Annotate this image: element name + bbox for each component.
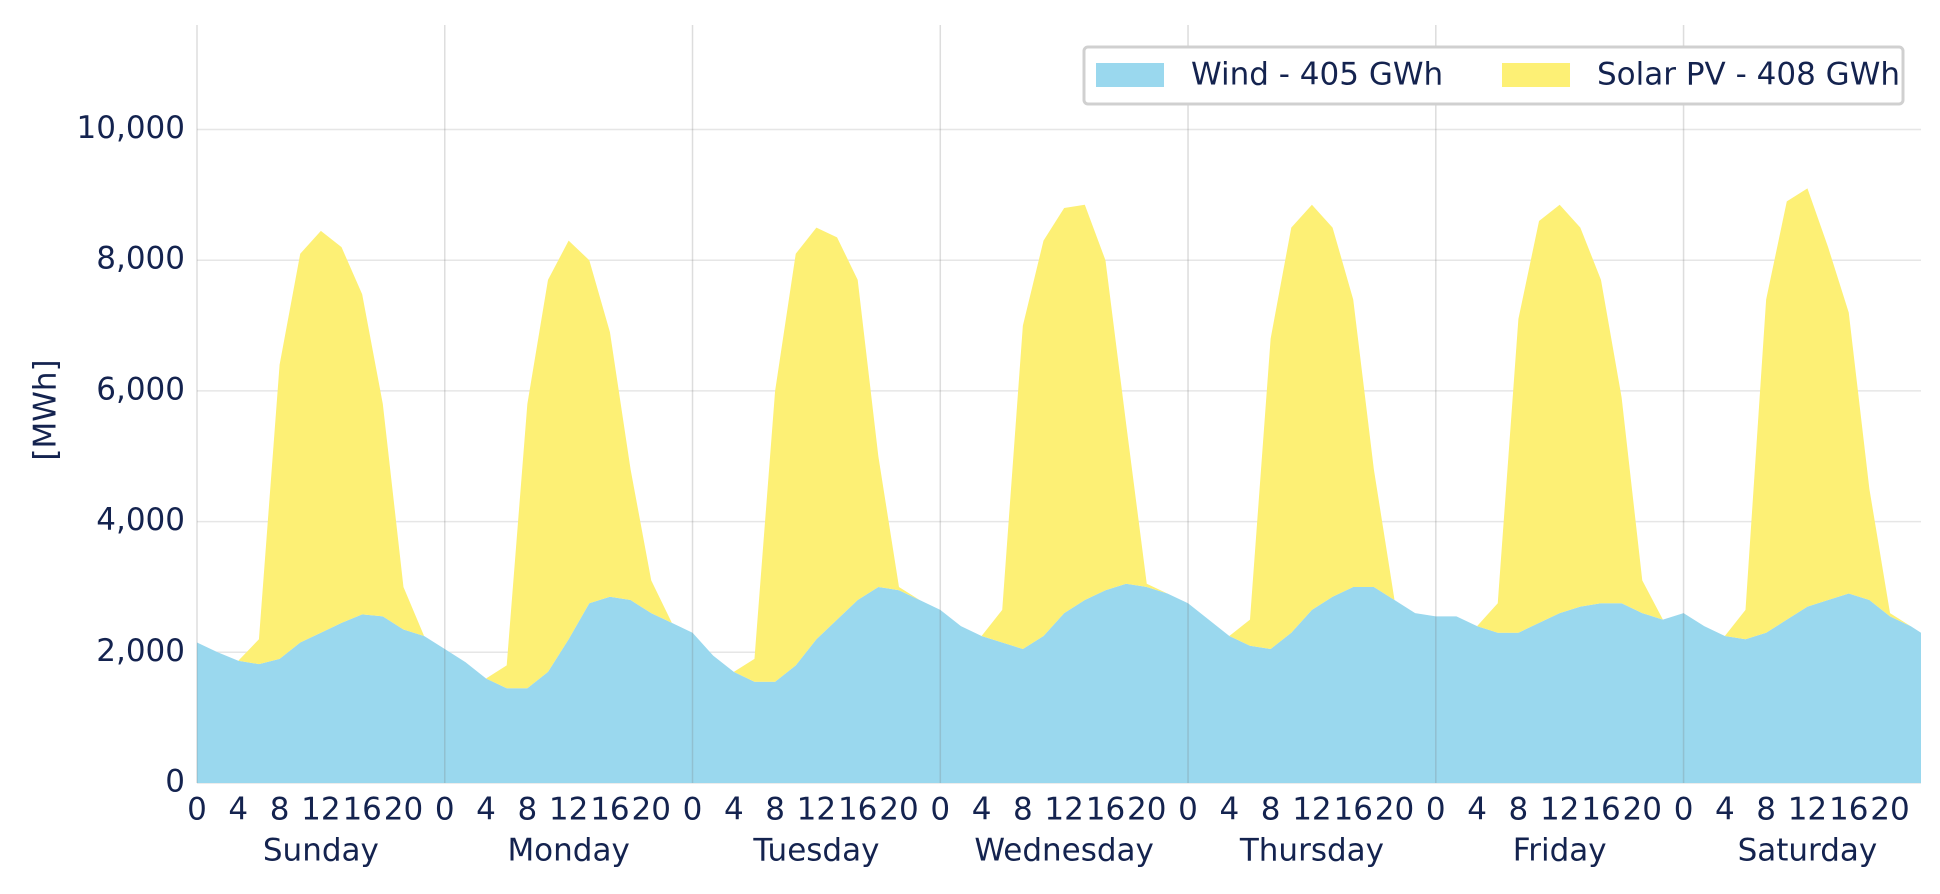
y-tick-label: 6,000	[96, 371, 185, 407]
x-tick-label: 12	[301, 792, 340, 828]
x-tick-label: 20	[1870, 792, 1909, 828]
x-tick-label: 20	[1623, 792, 1662, 828]
day-label: Friday	[1513, 833, 1607, 869]
x-tick-label: 20	[1127, 792, 1166, 828]
x-tick-label: 20	[632, 792, 671, 828]
y-tick-label: 10,000	[77, 110, 185, 146]
x-tick-label: 0	[187, 792, 207, 828]
y-tick-label: 2,000	[96, 633, 185, 669]
x-tick-label: 0	[683, 792, 703, 828]
legend-label: Solar PV - 408 GWh	[1597, 57, 1900, 93]
x-tick-label: 20	[1375, 792, 1414, 828]
x-tick-label: 8	[1509, 792, 1529, 828]
x-tick-label: 4	[972, 792, 992, 828]
area	[197, 583, 1921, 783]
day-label: Monday	[507, 833, 629, 869]
x-tick-label: 16	[1581, 792, 1620, 828]
y-tick-label: 0	[165, 764, 185, 800]
x-tick-label: 8	[765, 792, 785, 828]
x-tick-label: 16	[342, 792, 381, 828]
x-tick-label: 8	[1013, 792, 1033, 828]
day-label: Tuesday	[752, 833, 879, 869]
x-tick-label: 8	[1756, 792, 1776, 828]
day-label: Wednesday	[974, 833, 1153, 869]
area	[197, 188, 1921, 689]
x-tick-label: 16	[838, 792, 877, 828]
legend-swatch	[1502, 63, 1570, 87]
x-tick-label: 12	[797, 792, 836, 828]
legend-label: Wind - 405 GWh	[1191, 57, 1443, 93]
x-tick-label: 16	[1829, 792, 1868, 828]
x-tick-label: 20	[879, 792, 918, 828]
x-tick-label: 0	[1674, 792, 1694, 828]
x-tick-label: 4	[228, 792, 248, 828]
y-axis-title: [MWh]	[28, 359, 64, 460]
x-tick-label: 12	[549, 792, 588, 828]
x-tick-label: 8	[270, 792, 290, 828]
x-tick-label: 16	[590, 792, 629, 828]
y-tick-label: 4,000	[96, 502, 185, 538]
legend-box	[1082, 45, 1905, 106]
x-tick-label: 4	[1715, 792, 1735, 828]
x-tick-label: 4	[476, 792, 496, 828]
x-tick-label: 4	[724, 792, 744, 828]
legend-swatch	[1096, 63, 1164, 87]
x-tick-label: 8	[517, 792, 537, 828]
x-tick-label: 12	[1044, 792, 1083, 828]
x-tick-label: 4	[1219, 792, 1239, 828]
y-tick-label: 8,000	[96, 241, 185, 277]
day-label: Saturday	[1738, 833, 1878, 869]
x-tick-label: 20	[384, 792, 423, 828]
day-label: Thursday	[1239, 833, 1384, 869]
x-tick-label: 4	[1467, 792, 1487, 828]
x-tick-label: 0	[1178, 792, 1198, 828]
x-tick-label: 8	[1261, 792, 1281, 828]
x-tick-label: 0	[930, 792, 950, 828]
x-tick-label: 12	[1540, 792, 1579, 828]
x-tick-label: 16	[1086, 792, 1125, 828]
x-tick-label: 12	[1788, 792, 1827, 828]
x-tick-label: 16	[1333, 792, 1372, 828]
x-tick-label: 0	[1426, 792, 1446, 828]
day-label: Sunday	[263, 833, 379, 869]
x-tick-label: 12	[1292, 792, 1331, 828]
x-tick-label: 0	[435, 792, 455, 828]
